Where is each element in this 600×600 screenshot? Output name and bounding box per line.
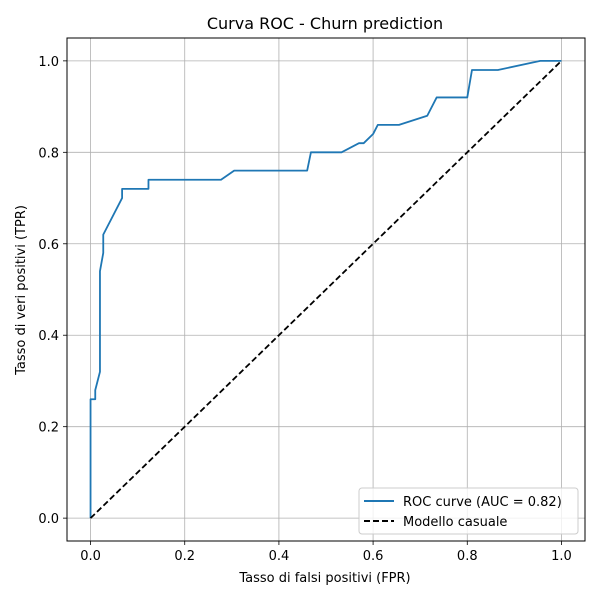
y-tick-label-3: 0.6 bbox=[38, 238, 59, 253]
legend-label-roc: ROC curve (AUC = 0.82) bbox=[403, 495, 562, 510]
y-tick-label-4: 0.8 bbox=[38, 146, 59, 161]
y-tick-label-1: 0.2 bbox=[38, 421, 59, 436]
x-tick-label-4: 0.8 bbox=[457, 549, 478, 564]
x-tick-label-3: 0.6 bbox=[363, 549, 384, 564]
random-model-line bbox=[89, 60, 563, 519]
chart-title: Curva ROC - Churn prediction bbox=[207, 14, 443, 33]
y-axis-label: Tasso di veri positivi (TPR) bbox=[14, 205, 29, 376]
series-lines bbox=[89, 59, 563, 519]
legend-label-random: Modello casuale bbox=[403, 515, 507, 530]
y-tick-label-5: 1.0 bbox=[38, 55, 59, 70]
x-axis-label: Tasso di falsi positivi (FPR) bbox=[238, 571, 410, 586]
x-tick-label-0: 0.0 bbox=[80, 549, 101, 564]
x-tick-label-5: 1.0 bbox=[551, 549, 572, 564]
roc-curve-line bbox=[89, 59, 562, 519]
legend-box bbox=[358, 487, 579, 535]
legend: ROC curve (AUC = 0.82) Modello casuale bbox=[358, 487, 579, 535]
plot-area-frame bbox=[66, 37, 586, 542]
y-tick-label-0: 0.0 bbox=[38, 512, 59, 527]
x-tick-label-1: 0.2 bbox=[174, 549, 195, 564]
y-tick-label-2: 0.4 bbox=[38, 329, 59, 344]
axis-ticks: 0.0 0.2 0.4 0.6 0.8 1.0 0.0 0.2 0.4 0.6 0.8 1.0 bbox=[38, 55, 571, 564]
x-tick-label-2: 0.4 bbox=[269, 549, 290, 564]
